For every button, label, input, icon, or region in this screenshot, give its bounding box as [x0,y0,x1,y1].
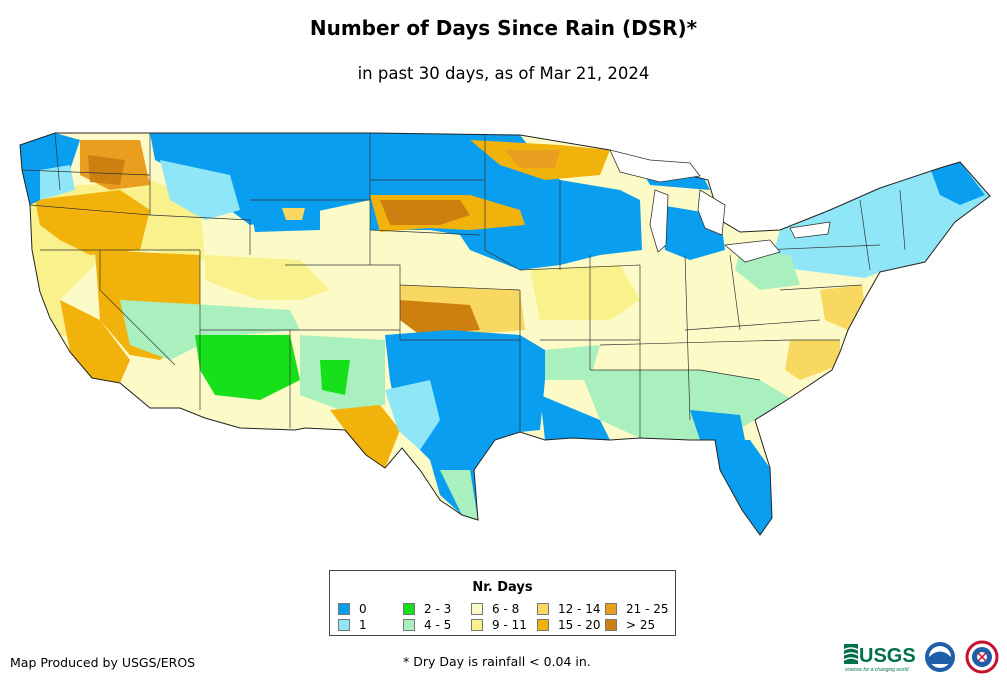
map-title: Number of Days Since Rain (DSR)* [309,16,698,40]
legend-item: 21 - 25 [605,602,669,616]
legend-swatch [403,619,415,631]
map-subtitle: in past 30 days, as of Mar 21, 2024 [357,64,650,83]
legend-item: 1 [338,618,367,632]
legend-label: 21 - 25 [626,602,669,616]
legend-title: Nr. Days [472,580,533,595]
dry-day-footnote: * Dry Day is rainfall < 0.04 in. [403,654,591,669]
legend-label: > 25 [626,618,656,632]
legend-swatch [338,619,350,631]
legend-item: 15 - 20 [537,618,601,632]
legend-item: 2 - 3 [403,602,451,616]
legend-label: 15 - 20 [558,618,601,632]
us-dsr-map [19,132,991,536]
legend-swatch [471,619,483,631]
legend-label: 2 - 3 [424,602,452,616]
legend-label: 4 - 5 [424,618,452,632]
legend-label: 1 [359,618,367,632]
legend-swatch [605,603,617,615]
noaa-logo [925,642,955,672]
legend-item: 4 - 5 [403,618,451,632]
legend: Nr. Days 0 1 2 - 3 4 - 5 6 - 8 9 - 11 12… [329,570,676,636]
legend-swatch [605,619,617,631]
legend-swatch [537,603,549,615]
legend-label: 9 - 11 [492,618,527,632]
legend-swatch [471,603,483,615]
legend-item: 0 [338,602,367,616]
usgs-tagline: science for a changing world [845,667,909,673]
agency-logos: USGS science for a changing world [843,640,999,674]
legend-swatch [403,603,415,615]
legend-label: 0 [359,602,367,616]
usgs-wordmark: USGS [859,645,916,667]
nws-logo [965,640,999,674]
legend-item: 9 - 11 [471,618,527,632]
usgs-logo: USGS science for a changing world [843,644,916,673]
legend-swatch [338,603,350,615]
legend-swatch [537,619,549,631]
map-credit: Map Produced by USGS/EROS [10,655,196,670]
legend-item: 12 - 14 [537,602,601,616]
legend-label: 12 - 14 [558,602,601,616]
legend-item: 6 - 8 [471,602,519,616]
legend-label: 6 - 8 [492,602,520,616]
legend-item: > 25 [605,618,655,632]
